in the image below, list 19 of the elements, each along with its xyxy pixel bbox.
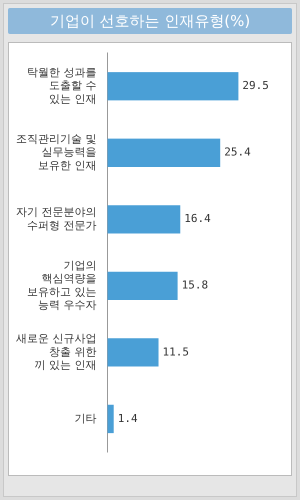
data-label: 29.5 [242, 79, 269, 92]
data-label: 11.5 [162, 345, 190, 358]
bar [107, 138, 220, 167]
y-tick-label: 탁월한 성과를 도출할 수 있는 인재 [26, 66, 96, 106]
y-tick-label: 새로운 신규사업 창출 위한 끼 있는 인재 [16, 332, 96, 372]
y-tick-label: 조직관리기술 및 실무능력을 보유한 인재 [16, 132, 96, 172]
bar [107, 205, 180, 234]
bar [107, 272, 178, 300]
data-label: 15.8 [182, 278, 208, 292]
data-label: 1.4 [118, 412, 138, 425]
chart-title: 기업이 선호하는 인재유형(%) [8, 8, 292, 34]
data-label: 25.4 [224, 146, 252, 159]
y-tick-label: 자기 전문분야의 수퍼형 전문가 [16, 206, 96, 232]
data-label: 16.4 [184, 212, 212, 226]
bar [107, 404, 114, 434]
y-tick-label: 기업의 핵심역량을 보유하고 있는 능력 우수자 [26, 258, 96, 312]
bar [107, 72, 238, 100]
y-tick-label: 기타 [74, 412, 96, 425]
bar [107, 338, 159, 367]
